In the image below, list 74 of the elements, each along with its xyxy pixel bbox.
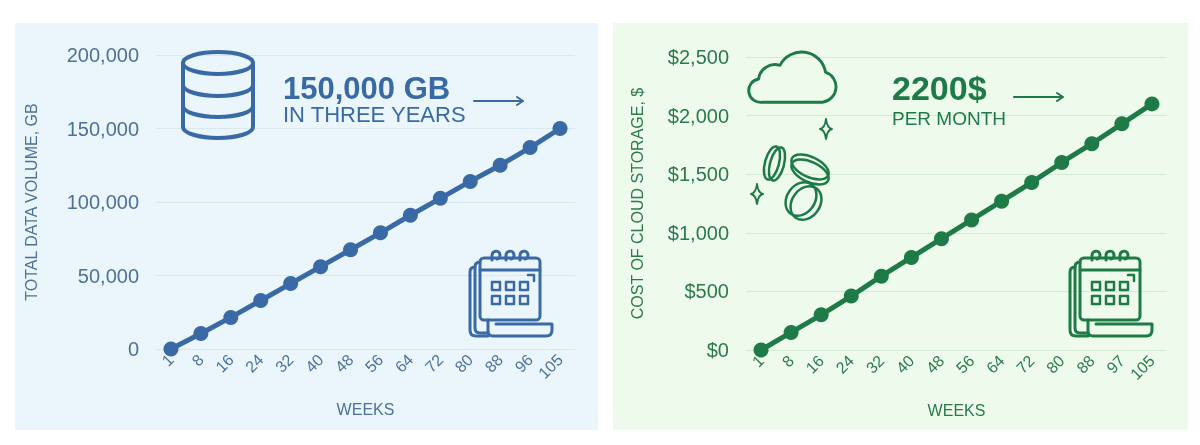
point (372, 225, 388, 241)
point (462, 173, 478, 189)
y-tick-label: $2,000 (667, 104, 729, 127)
y-tick-label: $2,500 (667, 46, 729, 68)
point (843, 288, 859, 304)
point (753, 342, 769, 358)
x-tick-label: 48 (922, 351, 948, 377)
y-tick-label: 100,000 (66, 191, 139, 213)
point (402, 207, 418, 223)
x-axis-title: WEEKS (927, 401, 986, 419)
x-tick-label: 8 (778, 351, 798, 371)
x-tick-label: 32 (862, 351, 888, 377)
y-tick-label: 50,000 (77, 264, 139, 287)
x-tick-label: 48 (331, 350, 357, 376)
x-tick-label: 64 (983, 351, 1008, 377)
point (1024, 174, 1040, 190)
y-axis-title: TOTAL DATA VOLUME, GB (22, 103, 40, 301)
point (813, 307, 829, 323)
point (283, 276, 299, 292)
point (223, 309, 239, 325)
point (903, 249, 919, 265)
annotation: PER MONTH (892, 108, 1006, 129)
point (552, 121, 568, 136)
x-tick-label: 16 (802, 351, 828, 377)
x-tick-label: 56 (952, 351, 978, 377)
x-tick-label: 40 (302, 350, 327, 376)
point (1114, 116, 1130, 132)
x-tick-label: 1 (158, 350, 178, 370)
y-tick-label: 200,000 (66, 44, 139, 66)
x-tick-label: 24 (832, 351, 858, 377)
y-tick-label: $1,000 (667, 221, 729, 244)
x-tick-label: 96 (511, 350, 537, 376)
point (783, 324, 799, 340)
point (1084, 136, 1100, 152)
x-tick-label: 1 (748, 351, 768, 371)
x-tick-label: 97 (1103, 351, 1128, 377)
point (492, 157, 508, 173)
x-tick-label: 88 (1073, 351, 1098, 377)
point (933, 231, 949, 247)
y-tick-label: 0 (127, 338, 139, 360)
point (163, 341, 179, 357)
point (313, 259, 329, 275)
x-tick-label: 72 (421, 350, 447, 376)
y-tick-label: 150,000 (66, 117, 139, 140)
point (994, 193, 1010, 209)
x-tick-label: 105 (1127, 351, 1159, 383)
annotation: 2200$ (892, 69, 987, 107)
point (1054, 154, 1070, 170)
x-tick-label: 16 (212, 350, 237, 376)
y-tick-label: $1,500 (667, 163, 729, 186)
x-axis-title: WEEKS (336, 400, 395, 418)
x-tick-label: 88 (481, 350, 507, 376)
point (432, 190, 448, 206)
x-tick-label: 80 (1043, 351, 1068, 377)
point (343, 242, 359, 258)
annotation: 150,000 GB (283, 71, 451, 106)
x-tick-label: 72 (1013, 351, 1038, 377)
point (873, 268, 889, 284)
x-tick-label: 24 (242, 350, 267, 376)
x-tick-label: 80 (451, 350, 477, 376)
y-tick-label: $0 (706, 339, 729, 361)
point (253, 292, 269, 308)
x-tick-label: 32 (272, 350, 297, 376)
x-tick-label: 56 (361, 350, 387, 376)
x-tick-label: 8 (188, 350, 207, 370)
point (964, 212, 980, 228)
point (1144, 96, 1160, 112)
y-tick-label: $500 (684, 280, 729, 303)
point (193, 326, 209, 342)
x-tick-label: 105 (535, 350, 567, 382)
x-tick-label: 64 (391, 350, 417, 376)
x-tick-label: 40 (892, 351, 918, 377)
point (522, 140, 538, 156)
y-axis-title: COST OF CLOUD STORAGE, $ (628, 87, 646, 320)
